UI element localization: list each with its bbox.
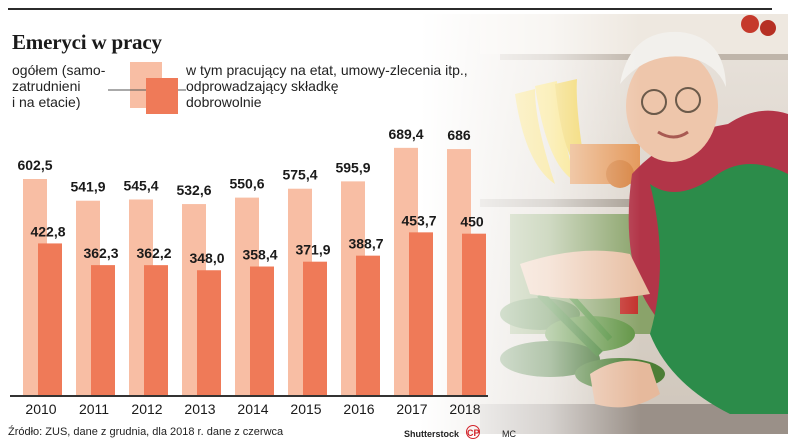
legend-employed-line: odprowadzający składkę [186,78,339,94]
legend-employed-label: w tym pracujący na etat, umowy-zlecenia … [186,62,468,110]
data-label-employed: 388,7 [348,236,383,252]
data-label-total: 689,4 [388,126,423,142]
legend-employed-line: w tym pracujący na etat, umowy-zlecenia … [186,62,468,78]
data-label-total: 595,9 [335,159,370,175]
data-label-employed: 362,2 [136,245,171,261]
legend-total-line: i na etacie) [12,94,81,110]
x-tick-label: 2010 [25,401,56,417]
photo-credit: Shutterstock [404,429,460,439]
data-label-employed: 371,9 [295,242,330,258]
bar-employed [409,232,433,395]
agency-logo: CP [466,425,480,439]
top-rule [8,8,772,10]
legend-total-line: ogółem (samo- [12,62,106,78]
data-label-employed: 362,3 [83,245,118,261]
bar-employed [197,270,221,395]
x-tick-label: 2013 [184,401,215,417]
data-label-total: 686 [447,127,471,143]
data-label-employed: 358,4 [242,247,277,263]
legend-employed-line: dobrowolnie [186,94,262,110]
x-tick-label: 2014 [237,401,268,417]
author-initials: MC [502,429,516,439]
bar-employed [144,265,168,395]
data-label-total: 575,4 [282,167,317,183]
bar-employed [303,261,327,395]
bar-employed [38,243,62,395]
x-tick-label: 2017 [396,401,427,417]
bar-employed [356,255,380,395]
x-tick-label: 2016 [343,401,374,417]
bar-employed [250,266,274,395]
x-tick-label: 2018 [449,401,480,417]
legend-total-label: ogółem (samo- zatrudnieni i na etacie) [12,62,105,110]
chart-title: Emeryci w pracy [12,30,162,54]
data-label-employed: 422,8 [30,223,65,239]
x-tick-label: 2012 [131,401,162,417]
x-tick-label: 2015 [290,401,321,417]
data-label-total: 545,4 [123,177,158,193]
data-label-total: 602,5 [17,157,52,173]
data-label-employed: 453,7 [401,212,436,228]
data-label-total: 550,6 [229,176,264,192]
data-label-total: 541,9 [70,179,105,195]
data-label-employed: 450 [460,214,484,230]
legend-total-line: zatrudnieni [12,78,81,94]
bar-employed [91,265,115,395]
x-axis-baseline [10,395,488,397]
bar-employed [462,233,486,395]
data-label-total: 532,6 [176,182,211,198]
x-tick-label: 2011 [79,401,109,417]
legend-employed-swatch [146,78,178,114]
data-label-employed: 348,0 [189,250,224,266]
source-note: Źródło: ZUS, dane z grudnia, dla 2018 r.… [8,426,284,438]
